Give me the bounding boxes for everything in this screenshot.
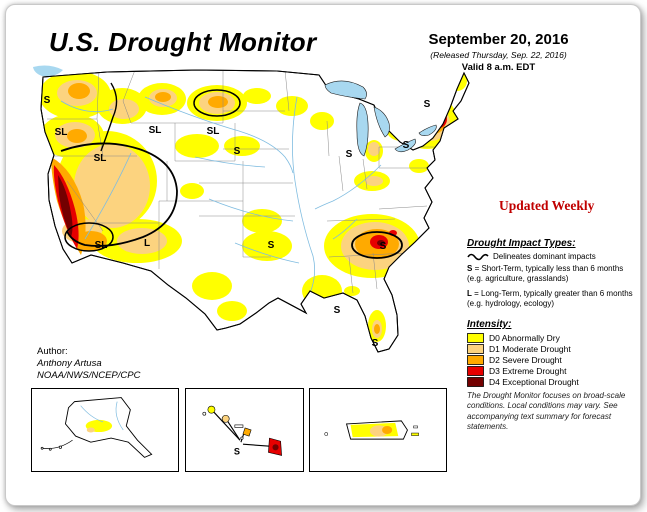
released-date: (Released Thursday, Sep. 22, 2016)	[430, 50, 567, 60]
map-label-new-york: S	[403, 140, 410, 151]
map-label-plains: S	[234, 146, 241, 157]
author-org: NOAA/NWS/NCEP/CPC	[37, 369, 141, 381]
map-label-hawaii: S	[234, 446, 240, 456]
map-label-florida: S	[372, 338, 379, 349]
legend-label-d4: D4 Exceptional Drought	[489, 377, 579, 387]
hawaii-pointer-lines	[213, 411, 272, 447]
puerto-rico-outer-islands	[324, 425, 419, 436]
disclaimer-text: The Drought Monitor focuses on broad-sca…	[467, 391, 626, 432]
hawaii-inset: S	[185, 388, 304, 472]
d2-swatch	[467, 355, 484, 365]
report-date: September 20, 2016	[428, 31, 569, 48]
legend-row-d4: D4 Exceptional Drought	[467, 377, 641, 387]
coastal-water	[33, 65, 63, 77]
legend-label-d0: D0 Abnormally Dry	[489, 333, 560, 343]
d0-swatch	[467, 333, 484, 343]
valid-time: Valid 8 a.m. EDT	[461, 62, 536, 74]
author-label: Author:	[37, 346, 68, 357]
map-label-south-california: SL	[95, 240, 108, 251]
drought-monitor-report: U.S. Drought Monitor September 20, 2016 …	[5, 4, 641, 506]
legend-label-d3: D3 Extreme Drought	[489, 366, 567, 376]
alaska-rivers	[80, 401, 124, 431]
map-label-arizona: L	[144, 238, 150, 249]
author-section: Author: Anthony Artusa NOAA/NWS/NCEP/CPC	[37, 346, 140, 382]
long-term-prefix: L	[467, 288, 472, 298]
hawaii-islands	[202, 405, 282, 456]
d4-swatch	[467, 377, 484, 387]
short-term-description: S = Short-Term, typically less than 6 mo…	[467, 264, 641, 285]
impact-squiggle-icon	[467, 253, 489, 261]
puerto-rico-d2-patch	[382, 425, 393, 435]
author-name: Anthony Artusa	[37, 357, 102, 369]
legend-label-d2: D2 Severe Drought	[489, 355, 562, 365]
d3-swatch	[467, 366, 484, 376]
aleutian-islands	[40, 439, 73, 451]
impact-contours	[60, 82, 403, 259]
map-label-louisiana: S	[334, 305, 341, 316]
long-term-text: = Long-Term, typically greater than 6 mo…	[467, 288, 633, 309]
map-label-midwest: S	[346, 149, 353, 160]
great-lakes	[324, 80, 437, 157]
alaska-map	[40, 397, 153, 458]
legend-row-d2: D2 Severe Drought	[467, 355, 641, 365]
legend-row-d3: D3 Extreme Drought	[467, 366, 641, 376]
short-term-prefix: S	[467, 264, 473, 273]
alaska-d1-patch	[86, 427, 95, 433]
hawaii-map: S	[202, 405, 282, 456]
legend-row-d0: D0 Abnormally Dry	[467, 333, 641, 343]
impact-types-section: Drought Impact Types: Delineates dominan…	[467, 238, 641, 314]
map-label-new-england: S	[424, 99, 431, 110]
puerto-rico-map	[324, 420, 419, 440]
map-label-idaho: SL	[94, 153, 107, 164]
us-outline	[40, 69, 470, 353]
rivers	[60, 96, 382, 308]
intensity-heading: Intensity:	[467, 319, 512, 330]
state-borders	[43, 70, 437, 294]
d1-swatch	[467, 344, 484, 354]
long-term-description: L = Long-Term, typically greater than 6 …	[467, 289, 641, 310]
legend-label-d1: D1 Moderate Drought	[489, 344, 571, 354]
short-term-text: = Short-Term, typically less than 6 mont…	[467, 264, 624, 284]
map-label-oklahoma: S	[268, 240, 275, 251]
page-title: U.S. Drought Monitor	[49, 27, 317, 57]
map-label-montana-east: SL	[207, 126, 220, 137]
puerto-rico-inset	[309, 388, 447, 472]
map-label-washington: S	[44, 95, 51, 106]
legend-row-d1: D1 Moderate Drought	[467, 344, 641, 354]
delineates-label: Delineates dominant impacts	[493, 252, 596, 261]
map-labels: S SL SL SL SL SL L S S S S S S S S	[44, 95, 431, 349]
alaska-inset	[31, 388, 179, 472]
map-label-montana-west: SL	[149, 125, 162, 136]
intensity-section: Intensity: D0 Abnormally Dry D1 Moderate…	[467, 319, 641, 388]
date-block: September 20, 2016 (Released Thursday, S…	[386, 31, 611, 74]
updated-weekly-label: Updated Weekly	[499, 198, 595, 213]
us-drought-map: S SL SL SL SL SL L S S S S S S S S	[33, 65, 470, 353]
delineates-row: Delineates dominant impacts	[467, 252, 641, 261]
map-label-southeast: S	[380, 241, 387, 252]
impact-types-heading: Drought Impact Types:	[467, 238, 576, 249]
map-label-oregon: SL	[55, 127, 68, 138]
